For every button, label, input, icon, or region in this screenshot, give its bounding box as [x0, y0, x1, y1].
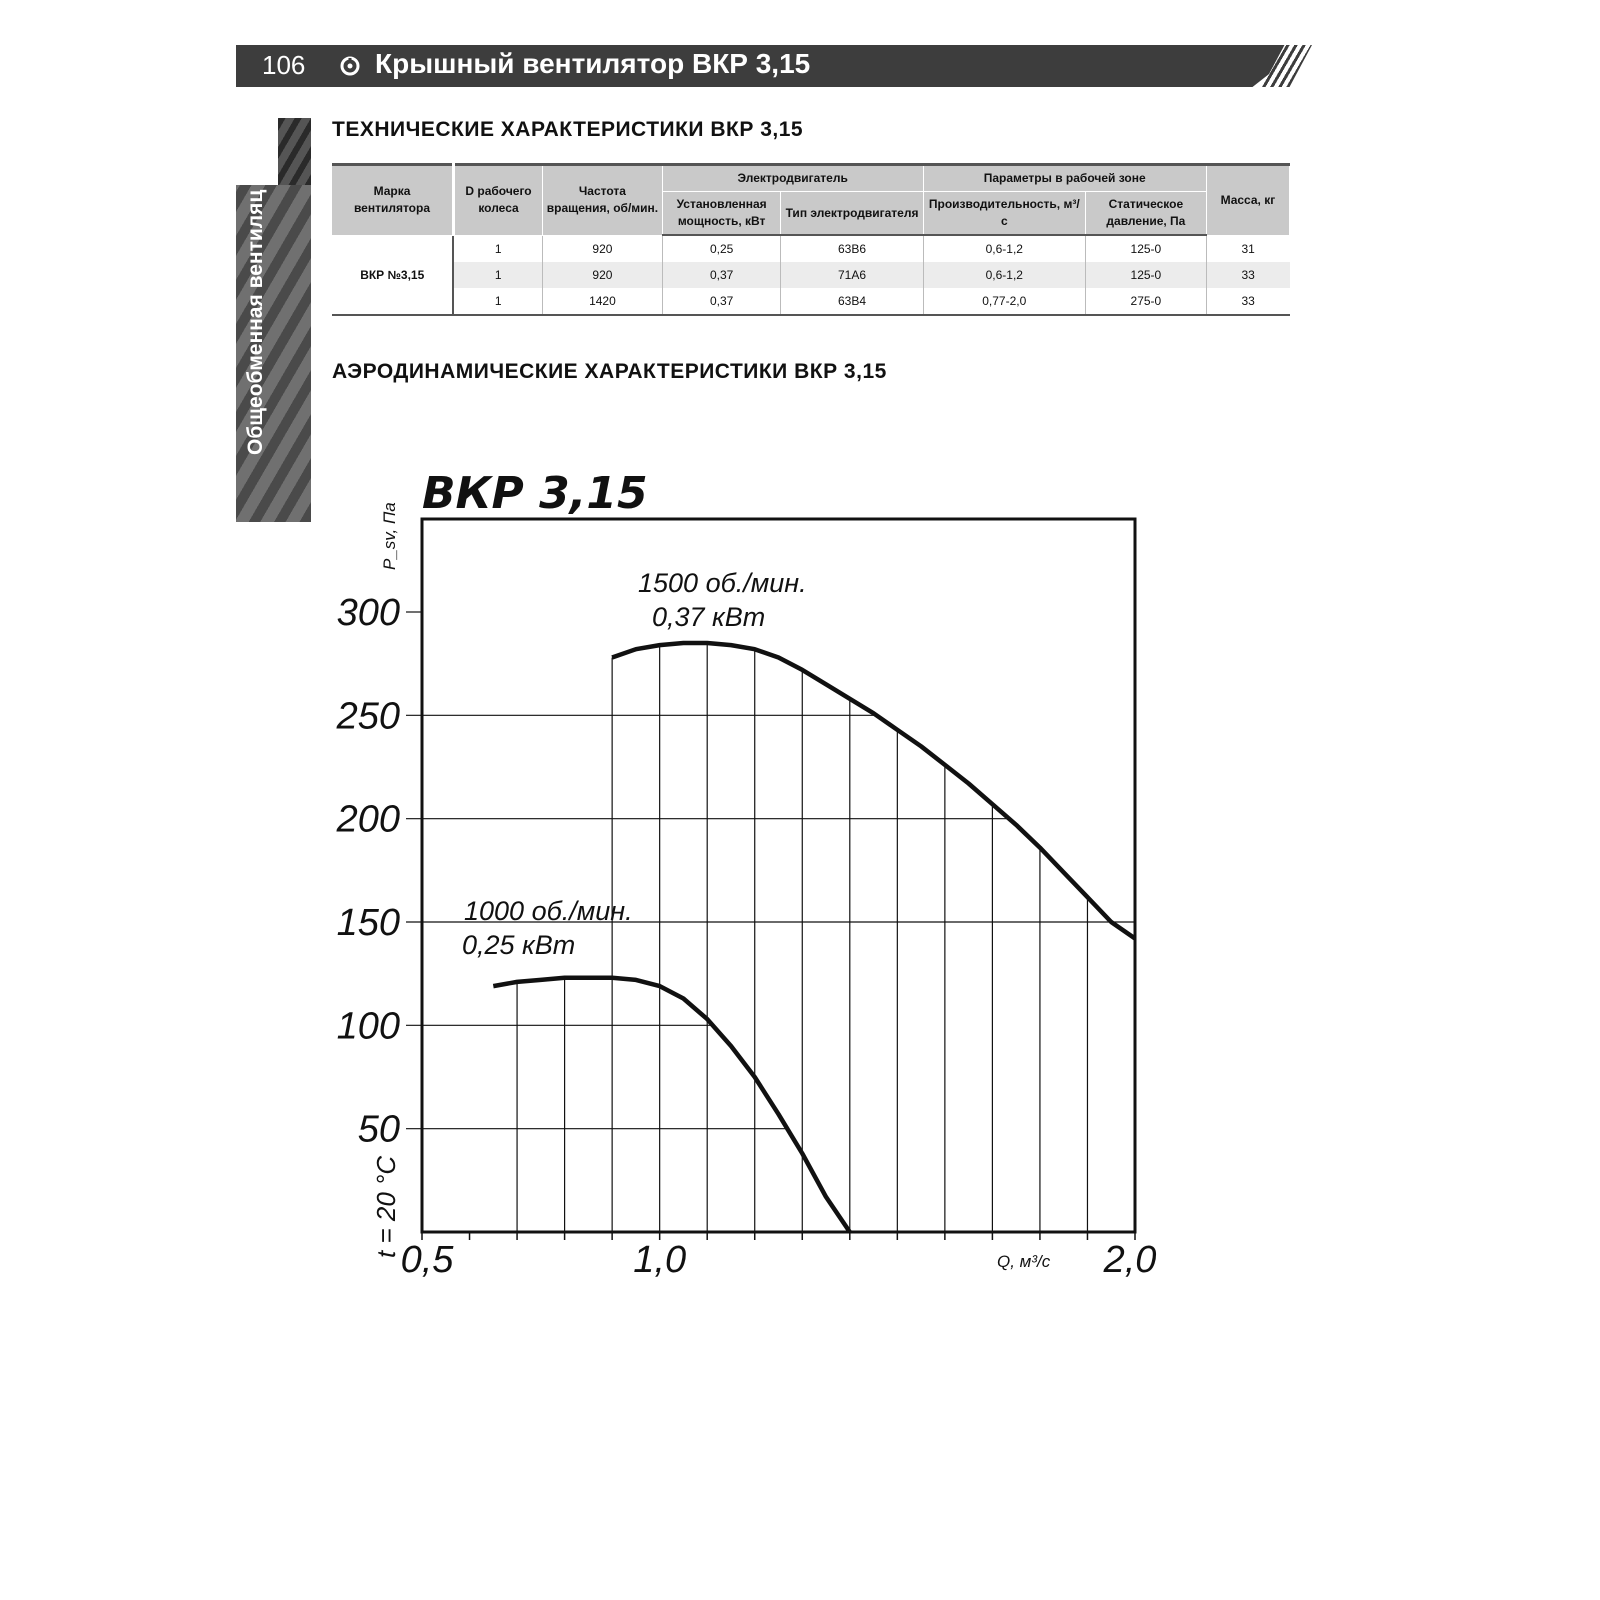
page-title: Крышный вентилятор ВКР 3,15: [375, 48, 811, 79]
x-tick-label: 2,0: [1103, 1239, 1157, 1281]
col-wheel-header: D рабочего колеса: [453, 164, 544, 236]
table-cell: 0,77-2,0: [923, 288, 1086, 315]
y-tick-label: 250: [336, 695, 400, 737]
col-power-header: Установленная мощность, кВт: [662, 191, 782, 236]
chart-title: ВКР 3,15: [422, 468, 648, 519]
page-header-bar: [236, 45, 1306, 87]
y-tick-label: 200: [336, 799, 400, 841]
table-cell: 125-0: [1085, 235, 1207, 262]
curve-label-1000-power: 0,25 кВт: [462, 930, 575, 960]
table-row: 1 1420 0,37 63В4 0,77-2,0 275-0 33: [332, 288, 1290, 315]
table-cell: 0,6-1,2: [923, 235, 1086, 262]
tech-section-title: ТЕХНИЧЕСКИЕ ХАРАКТЕРИСТИКИ ВКР 3,15: [332, 118, 804, 141]
page-number: 106: [262, 50, 306, 80]
aero-section-title: АЭРОДИНАМИЧЕСКИЕ ХАРАКТЕРИСТИКИ ВКР 3,15: [332, 360, 887, 383]
x-tick-label: 1,0: [633, 1239, 686, 1281]
spec-table: Марка вентилятора D рабочего колеса Част…: [332, 163, 1291, 316]
table-cell: 0,37: [662, 262, 782, 288]
table-cell: 920: [542, 235, 663, 262]
table-row: ВКР №3,15 1 920 0,25 63В6 0,6-1,2 125-0 …: [332, 235, 1290, 315]
chart-ticks: 300 250 200 150 100 50 0,5 1,0 2,0: [336, 592, 1157, 1281]
table-cell: 0,25: [662, 235, 782, 262]
table-cell: 63В4: [780, 288, 924, 315]
y-tick-label: 50: [358, 1109, 400, 1151]
table-cell: 920: [542, 262, 663, 288]
curve-label-1500-power: 0,37 кВт: [652, 602, 765, 632]
table-cell: 33: [1206, 262, 1290, 288]
table-cell: 1420: [542, 288, 663, 315]
curve-label-1500-speed: 1500 об./мин.: [638, 568, 807, 598]
chart-grid: [406, 611, 1136, 1240]
chart-series: [492, 640, 1137, 1234]
model-cell: ВКР №3,15: [332, 235, 455, 315]
col-pressure-header: Статическое давление, Па: [1085, 191, 1207, 236]
y-tick-label: 100: [337, 1005, 400, 1047]
col-motor-group-header: Электродвигатель: [662, 164, 924, 192]
table-cell: 1: [453, 262, 544, 288]
x-axis-label: Q, м³/с: [997, 1252, 1051, 1271]
col-motor-type-header: Тип электродвигателя: [780, 191, 924, 236]
col-mass-header: Масса, кг: [1206, 164, 1291, 236]
table-row: 1 920 0,37 71А6 0,6-1,2 125-0 33: [332, 262, 1290, 288]
table-cell: 33: [1241, 294, 1255, 308]
side-tab-notch: [278, 118, 311, 186]
table-cell: 275-0: [1085, 288, 1207, 315]
col-speed-header: Частота вращения, об/мин.: [542, 164, 663, 236]
table-cell: 0,6-1,2: [923, 262, 1086, 288]
side-category-label: Общеобменная вентиляц: [244, 189, 267, 455]
plot-frame: [420, 517, 1137, 1234]
col-model-header: Марка вентилятора: [332, 164, 455, 236]
table-cell: 125-0: [1085, 262, 1207, 288]
swirl-logo-icon: [340, 56, 360, 76]
side-category-tab: [236, 185, 311, 522]
table-cell: 1: [453, 288, 544, 315]
table-cell: 31: [1241, 241, 1255, 256]
table-cell: 71А6: [780, 262, 924, 288]
curve-label-1000-speed: 1000 об./мин.: [464, 896, 633, 926]
col-params-group-header: Параметры в рабочей зоне: [923, 164, 1207, 192]
y-axis-label: P_sv, Па: [380, 502, 399, 570]
y-tick-label: 300: [337, 592, 400, 634]
x-tick-label: 0,5: [401, 1239, 455, 1281]
temperature-annotation: t = 20 °C: [371, 1156, 401, 1258]
curve-1500-rpm: [611, 640, 1137, 941]
col-capacity-header: Производительность, м³/с: [923, 191, 1086, 236]
curve-1000-rpm: [492, 975, 852, 1234]
table-cell: 0,37: [662, 288, 782, 315]
table-cell: 1: [453, 235, 544, 262]
y-tick-label: 150: [337, 902, 400, 944]
table-cell: 63В6: [780, 235, 924, 262]
